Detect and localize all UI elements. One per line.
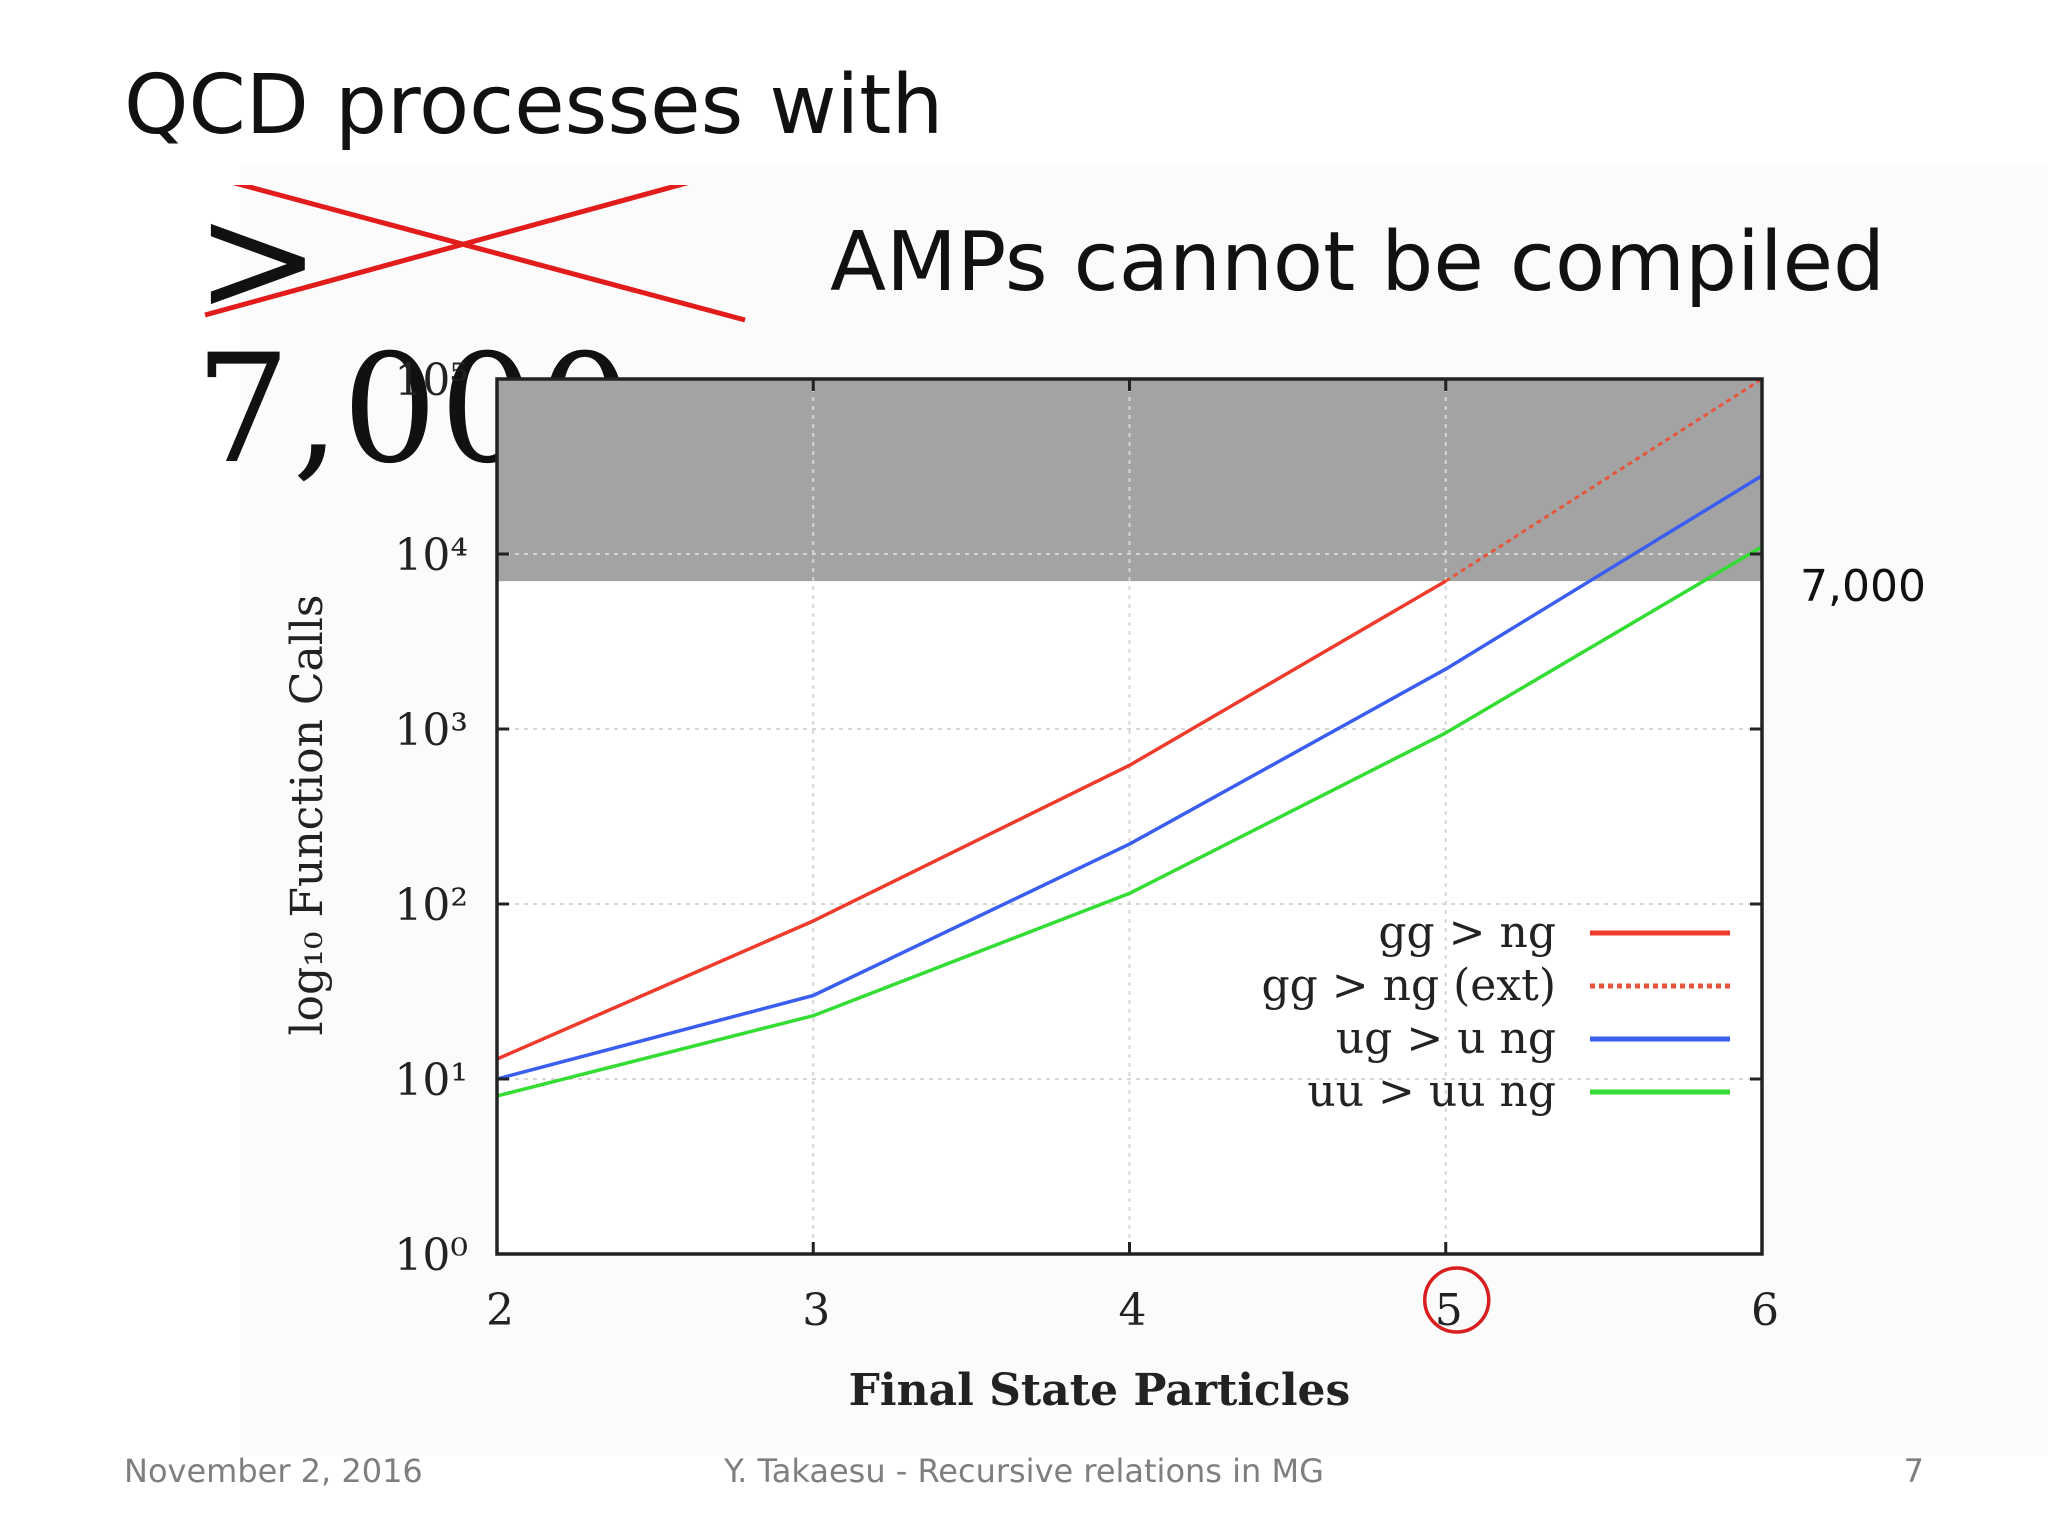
y-tick-label: 10² (394, 880, 468, 931)
y-tick-label: 10³ (394, 705, 468, 756)
slide-title: QCD processes with (124, 58, 944, 153)
y-axis-label: log₁₀ Function Calls (282, 594, 333, 1035)
legend-label-3: uu > uu ng (1307, 1066, 1556, 1117)
legend-label-2: ug > u ng (1336, 1013, 1556, 1064)
strike-line-1 (232, 185, 746, 323)
series-line-3 (497, 545, 1762, 1098)
threshold-annotation: 7,000 (1800, 561, 1926, 612)
x-tick-label: 2 (486, 1285, 514, 1336)
x-tick-label: 4 (1119, 1285, 1147, 1336)
y-tick-label: 10⁴ (394, 530, 468, 581)
x-tick-label: 3 (802, 1285, 830, 1336)
legend-label-1: gg > ng (ext) (1261, 960, 1556, 1011)
circled-tick-marker (1423, 1266, 1491, 1334)
y-tick-label: 10⁰ (394, 1230, 468, 1281)
footer-title: Y. Takaesu - Recursive relations in MG (724, 1452, 1324, 1490)
page-number: 7 (1903, 1452, 1924, 1490)
series-line-2 (497, 474, 1762, 1081)
strike-line-2 (204, 185, 689, 318)
strike-cross (204, 185, 746, 323)
legend-label-0: gg > ng (1378, 907, 1556, 958)
x-tick-label: 6 (1751, 1285, 1779, 1336)
y-tick-label: 10⁵ (394, 355, 468, 406)
series-line-0 (497, 579, 1447, 1061)
slide-subtitle: AMPs cannot be compiled (830, 215, 1886, 310)
x-axis-label: Final State Particles (849, 1365, 1351, 1416)
footer-date: November 2, 2016 (124, 1452, 423, 1490)
y-tick-label: 10¹ (394, 1055, 468, 1106)
